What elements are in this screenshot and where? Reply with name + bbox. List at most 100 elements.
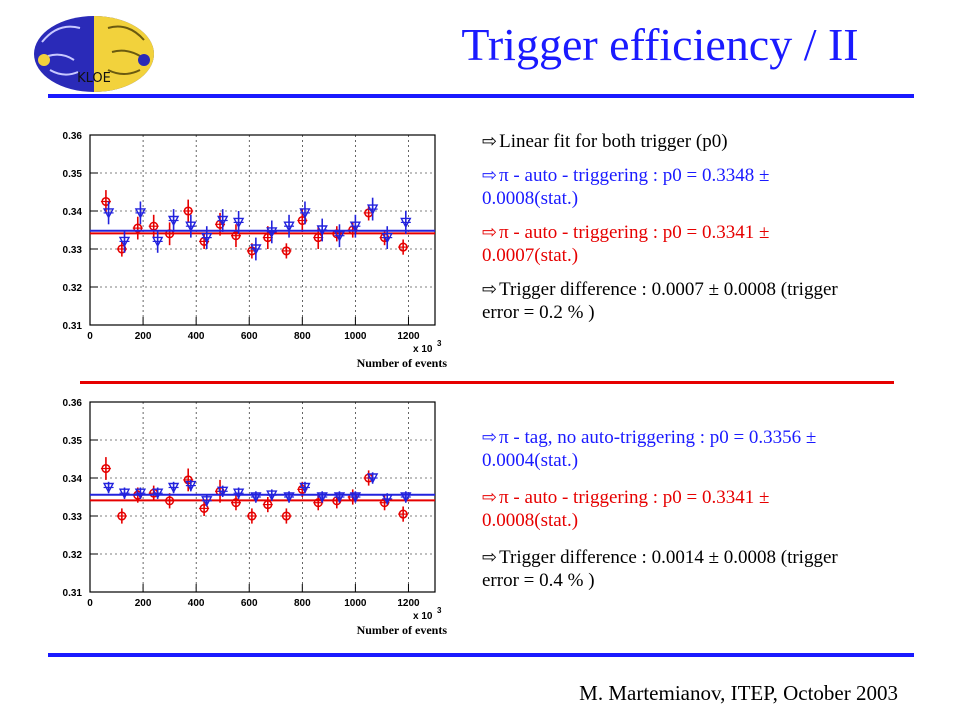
data-point [266, 227, 278, 238]
data-point [281, 246, 291, 256]
hollow-right-arrow-icon: ⇨ [482, 279, 498, 300]
data-point [250, 492, 262, 503]
data-point [381, 494, 393, 505]
kloe-logo: KLOE [34, 16, 154, 92]
y-tick-label: 0.35 [63, 169, 83, 180]
x-tick-label: 800 [294, 598, 311, 609]
data-point [217, 486, 229, 498]
data-point [101, 463, 111, 474]
y-tick-label: 0.34 [63, 474, 83, 485]
data-point [398, 242, 408, 252]
data-point [117, 511, 127, 521]
x-tick-label: 1000 [344, 331, 367, 342]
data-point [118, 236, 131, 248]
bottom-efficiency-plot: 0.31 0.32 0.33 0.34 0.35 0.36 0 200 400 600 800 100… [63, 398, 448, 637]
data-point [381, 232, 393, 244]
data-point [283, 221, 295, 233]
y-tick-label: 0.34 [63, 207, 83, 218]
x-multiplier-exponent: 3 [437, 339, 442, 348]
data-point [134, 208, 147, 219]
logo-text: KLOE [77, 71, 111, 86]
x-multiplier-label: x 10 [413, 344, 433, 355]
bottom-divider [48, 653, 914, 657]
x-tick-label: 1200 [397, 598, 420, 609]
x-axis-label: Number of events [357, 623, 448, 637]
data-point [167, 482, 180, 494]
data-point [102, 482, 115, 494]
x-tick-label: 1000 [344, 598, 367, 609]
data-point [133, 223, 143, 233]
data-point [152, 488, 164, 500]
middle-divider [80, 381, 894, 384]
data-point [299, 482, 311, 494]
data-point [316, 492, 328, 503]
data-point [185, 221, 197, 233]
data-point [201, 232, 213, 244]
hollow-right-arrow-icon: ⇨ [482, 487, 498, 508]
data-point [247, 511, 257, 521]
annotation-red-fit: ⇨ π - auto - triggering : p0 = 0.3341 ± 0… [482, 487, 770, 531]
top-efficiency-plot: 0.31 0.32 0.33 0.34 0.35 0.36 0 200 400 600 800 100… [63, 131, 448, 370]
data-point [231, 498, 241, 508]
data-point [117, 244, 127, 254]
data-point [333, 492, 346, 503]
data-point [281, 511, 291, 521]
annotations-top: ⇨ Linear fit for both trigger (p0) ⇨ π - a… [482, 130, 857, 335]
annotation-red-fit: ⇨ π - auto - triggering : p0 = 0.3341 ± 0… [482, 222, 770, 266]
annotation-blue-fit: ⇨ π - auto - triggering : p0 = 0.3348 ± 0… [482, 165, 770, 209]
y-tick-label: 0.31 [63, 588, 83, 599]
data-point [232, 217, 245, 229]
x-multiplier-label: x 10 [413, 611, 433, 622]
y-tick-label: 0.33 [63, 512, 83, 523]
data-point [297, 215, 307, 226]
data-point [349, 492, 362, 503]
top-divider [48, 94, 914, 98]
y-tick-label: 0.32 [63, 550, 83, 561]
data-point [250, 244, 262, 255]
data-point [152, 236, 164, 248]
data-point [366, 473, 379, 484]
data-point [185, 480, 197, 492]
x-tick-label: 1200 [397, 331, 420, 342]
data-point [398, 509, 408, 519]
y-tick-label: 0.36 [63, 398, 83, 409]
data-point [118, 488, 131, 500]
x-tick-label: 600 [241, 598, 258, 609]
page-title: Trigger efficiency / II [461, 19, 859, 70]
annotation-blue-fit: ⇨ π - tag, no auto-triggering : p0 = 0.33… [482, 427, 817, 471]
data-point [167, 215, 180, 227]
y-tick-label: 0.36 [63, 131, 83, 142]
y-tick-label: 0.35 [63, 436, 83, 447]
data-point [183, 206, 193, 216]
data-point [263, 500, 273, 510]
plot-frame [89, 401, 436, 593]
x-axis-label: Number of events [357, 356, 448, 370]
annotations-bottom: ⇨ π - tag, no auto-triggering : p0 = 0.33… [482, 426, 857, 603]
data-point [316, 225, 328, 236]
data-point [333, 230, 346, 242]
x-tick-label: 0 [87, 331, 93, 342]
data-point [165, 496, 175, 506]
data-point [231, 231, 241, 241]
x-tick-label: 0 [87, 598, 93, 609]
hollow-right-arrow-icon: ⇨ [482, 547, 498, 568]
y-tick-label: 0.32 [63, 283, 83, 294]
data-point [134, 488, 147, 500]
data-point [299, 208, 311, 219]
annotation-difference: ⇨ Trigger difference : 0.0014 ± 0.0008 (t… [482, 547, 838, 591]
y-tick-label: 0.31 [63, 321, 83, 332]
footer-credit: M. Martemianov, ITEP, October 2003 [579, 681, 898, 705]
data-point [201, 496, 213, 507]
annotation-fit-description: ⇨ Linear fit for both trigger (p0) [482, 131, 728, 152]
hollow-right-arrow-icon: ⇨ [482, 427, 498, 448]
data-point [217, 215, 229, 227]
data-point [366, 204, 379, 216]
data-point [266, 490, 278, 502]
y-tick-label: 0.33 [63, 245, 83, 256]
x-multiplier-exponent: 3 [437, 606, 442, 615]
data-point [283, 492, 295, 503]
x-tick-label: 200 [135, 598, 152, 609]
data-point [232, 488, 245, 500]
x-tick-label: 600 [241, 331, 258, 342]
hollow-right-arrow-icon: ⇨ [482, 131, 498, 152]
